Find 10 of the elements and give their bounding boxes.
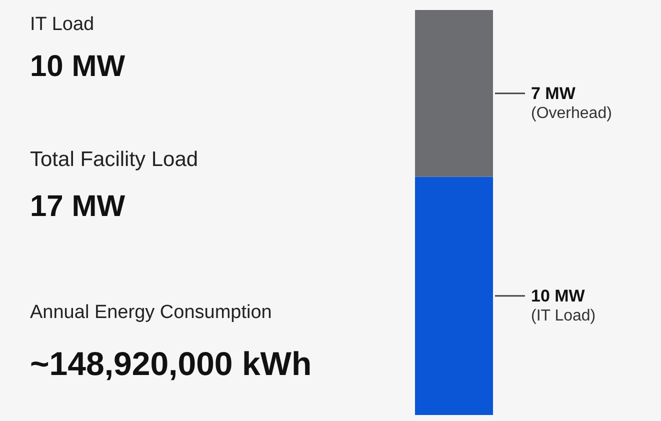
- text: (Overhead): [531, 104, 612, 122]
- text: Annual Energy Consumption: [30, 302, 272, 324]
- text: 17 MW: [30, 190, 126, 224]
- text: ~148,920,000 kWh: [30, 345, 312, 383]
- text: 10 MW: [30, 50, 126, 84]
- text: IT Load: [30, 14, 94, 36]
- text: (IT Load): [531, 307, 596, 324]
- data-label: 10 MW: [531, 286, 586, 306]
- data-label: 7 MW: [531, 84, 576, 103]
- text: Total Facility Load: [30, 148, 198, 172]
